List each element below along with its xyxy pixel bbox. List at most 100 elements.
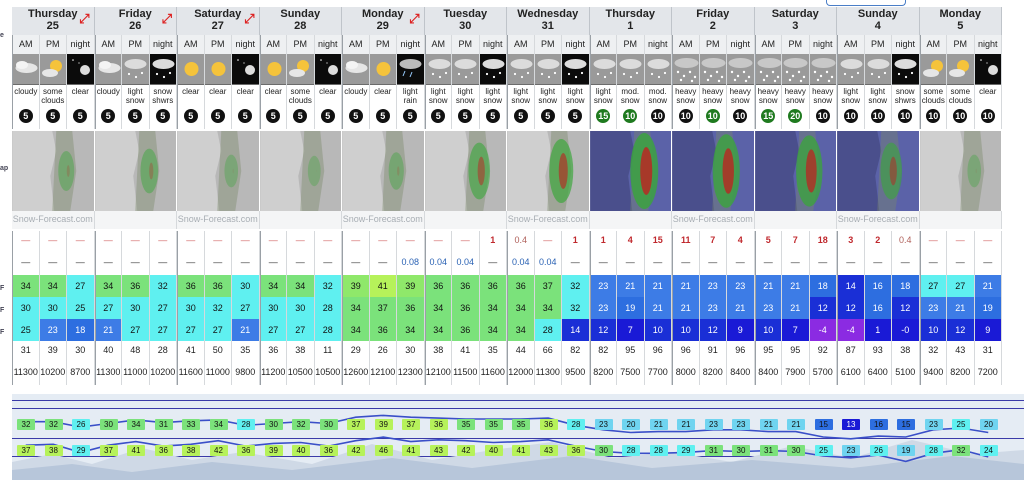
- snow-icon: [452, 54, 480, 85]
- min-temp-row-cell: 30: [40, 297, 68, 319]
- wind-row-cell: 10: [865, 107, 893, 129]
- description-row-cell: some clouds: [40, 85, 68, 107]
- description-row-cell: light snow: [425, 85, 453, 107]
- snow-map-thumbnail[interactable]: [95, 131, 178, 211]
- max-temp-row-cell: 21: [672, 275, 700, 297]
- snow-map-thumbnail[interactable]: [342, 131, 425, 211]
- freezing-level-row-cell: 8200: [590, 363, 618, 385]
- expand-arrow-icon[interactable]: ⤢: [244, 11, 254, 27]
- chill-temp-row-cell: 25: [12, 319, 40, 341]
- snow-row-cell: 11: [672, 231, 700, 253]
- chill-temp-row-cell: 10: [645, 319, 673, 341]
- snow-map-thumbnail[interactable]: [672, 131, 755, 211]
- rain-row-cell: —: [67, 253, 95, 275]
- snow-map-thumbnail[interactable]: [837, 131, 920, 211]
- wind-speed-icon: 5: [238, 109, 252, 123]
- humidity-row-cell: 36: [260, 341, 288, 363]
- wind-speed-icon: 10: [679, 109, 693, 123]
- day-header[interactable]: Saturday 3: [755, 7, 838, 35]
- day-header[interactable]: Thursday 25 ⤢: [12, 7, 95, 35]
- freezing-level-row-cell: 12600: [342, 363, 370, 385]
- wind-speed-icon: 5: [46, 109, 60, 123]
- snow-map-thumbnail[interactable]: [920, 131, 1003, 211]
- day-header[interactable]: Sunday 4: [837, 7, 920, 35]
- expand-arrow-icon[interactable]: ⤢: [409, 11, 419, 27]
- rain-row-cell: —: [122, 253, 150, 275]
- wind-speed-icon: 5: [431, 109, 445, 123]
- day-header[interactable]: Wednesday 31: [507, 7, 590, 35]
- temperature-graph: 32 32 26 30 34 31 33 34 28 30 32 30 37 39 37 36 35 35 35 36…: [12, 394, 1024, 480]
- day-number: 1: [590, 20, 672, 32]
- snow-map-thumbnail[interactable]: [755, 131, 838, 211]
- snow-icon: [425, 54, 453, 85]
- map-logo-cell: Snow-Forecast.com: [12, 211, 95, 229]
- rain-row-cell: —: [40, 253, 68, 275]
- day-number: 28: [260, 20, 342, 32]
- wind-speed-icon: 5: [211, 109, 225, 123]
- freezing-level-row-cell: 7200: [975, 363, 1003, 385]
- rain-row-cell: —: [947, 253, 975, 275]
- wind-speed-icon: 20: [788, 109, 802, 123]
- wind-row-cell: 5: [370, 107, 398, 129]
- humidity-row-cell: 11: [315, 341, 343, 363]
- max-temp-row-cell: 36: [480, 275, 508, 297]
- snow-map-thumbnail[interactable]: [12, 131, 95, 211]
- expand-arrow-icon[interactable]: ⤢: [79, 11, 89, 27]
- graph-temp-badge: 35: [485, 419, 503, 430]
- snow-map-thumbnail[interactable]: [177, 131, 260, 211]
- day-header[interactable]: Thursday 1: [590, 7, 673, 35]
- humidity-row-cell: 92: [810, 341, 838, 363]
- day-header[interactable]: Friday 26 ⤢: [95, 7, 178, 35]
- freezing-level-row-cell: 8700: [67, 363, 95, 385]
- period-row-cell: PM: [782, 35, 810, 54]
- period-row-cell: PM: [205, 35, 233, 54]
- graph-temp-badge: 37: [100, 445, 118, 456]
- freezing-level-row-cell: 7500: [617, 363, 645, 385]
- rain-row-cell: —: [315, 253, 343, 275]
- graph-temp-badge: 43: [430, 445, 448, 456]
- expand-arrow-icon[interactable]: ⤢: [162, 11, 172, 27]
- freezing-level-row-cell: 12000: [507, 363, 535, 385]
- graph-temp-badge: 21: [677, 419, 695, 430]
- humidity-row-cell: 31: [12, 341, 40, 363]
- snow-map-thumbnail[interactable]: [507, 131, 590, 211]
- max-temp-row-cell: 30: [232, 275, 260, 297]
- chill-temp-row-cell: 9: [727, 319, 755, 341]
- max-temp-row-cell: 23: [590, 275, 618, 297]
- chill-temp-row-cell: 23: [40, 319, 68, 341]
- graph-temp-badge: 29: [677, 445, 695, 456]
- description-row-cell: cloudy: [95, 85, 123, 107]
- rain-row-cell: 0.04: [535, 253, 563, 275]
- rain-row-cell: —: [562, 253, 590, 275]
- freezing-level-row-cell: 11200: [260, 363, 288, 385]
- wind-speed-icon: 10: [623, 109, 637, 123]
- wind-speed-icon: 10: [733, 109, 747, 123]
- description-row-cell: light snow: [452, 85, 480, 107]
- chill-temp-row-cell: 12: [590, 319, 618, 341]
- wind-row-cell: 10: [892, 107, 920, 129]
- wind-speed-icon: 10: [898, 109, 912, 123]
- snow-map-thumbnail[interactable]: [590, 131, 673, 211]
- day-header[interactable]: Monday 29 ⤢: [342, 7, 425, 35]
- freezing-level-row-cell: 11000: [205, 363, 233, 385]
- rain-row-cell: —: [920, 253, 948, 275]
- humidity-row-cell: 38: [287, 341, 315, 363]
- day-header[interactable]: Friday 2: [672, 7, 755, 35]
- wind-speed-icon: 5: [541, 109, 555, 123]
- humidity-row-cell: 96: [727, 341, 755, 363]
- day-header[interactable]: Tuesday 30: [425, 7, 508, 35]
- wind-speed-icon: 5: [321, 109, 335, 123]
- map-logo-text: Snow-Forecast.com: [13, 214, 93, 224]
- map-logo-text: Snow-Forecast.com: [838, 214, 918, 224]
- wind-row-cell: 5: [562, 107, 590, 129]
- day-header[interactable]: Sunday 28: [260, 7, 343, 35]
- chill-temp-row-cell: 21: [232, 319, 260, 341]
- snow-map-thumbnail[interactable]: [425, 131, 508, 211]
- day-name: Sunday: [837, 7, 919, 20]
- snow-map-thumbnail[interactable]: [260, 131, 343, 211]
- day-header[interactable]: Saturday 27 ⤢: [177, 7, 260, 35]
- max-temp-row-cell: 34: [12, 275, 40, 297]
- chill-temp-row-cell: 34: [480, 319, 508, 341]
- wind-speed-icon: 10: [706, 109, 720, 123]
- day-header[interactable]: Monday 5: [920, 7, 1003, 35]
